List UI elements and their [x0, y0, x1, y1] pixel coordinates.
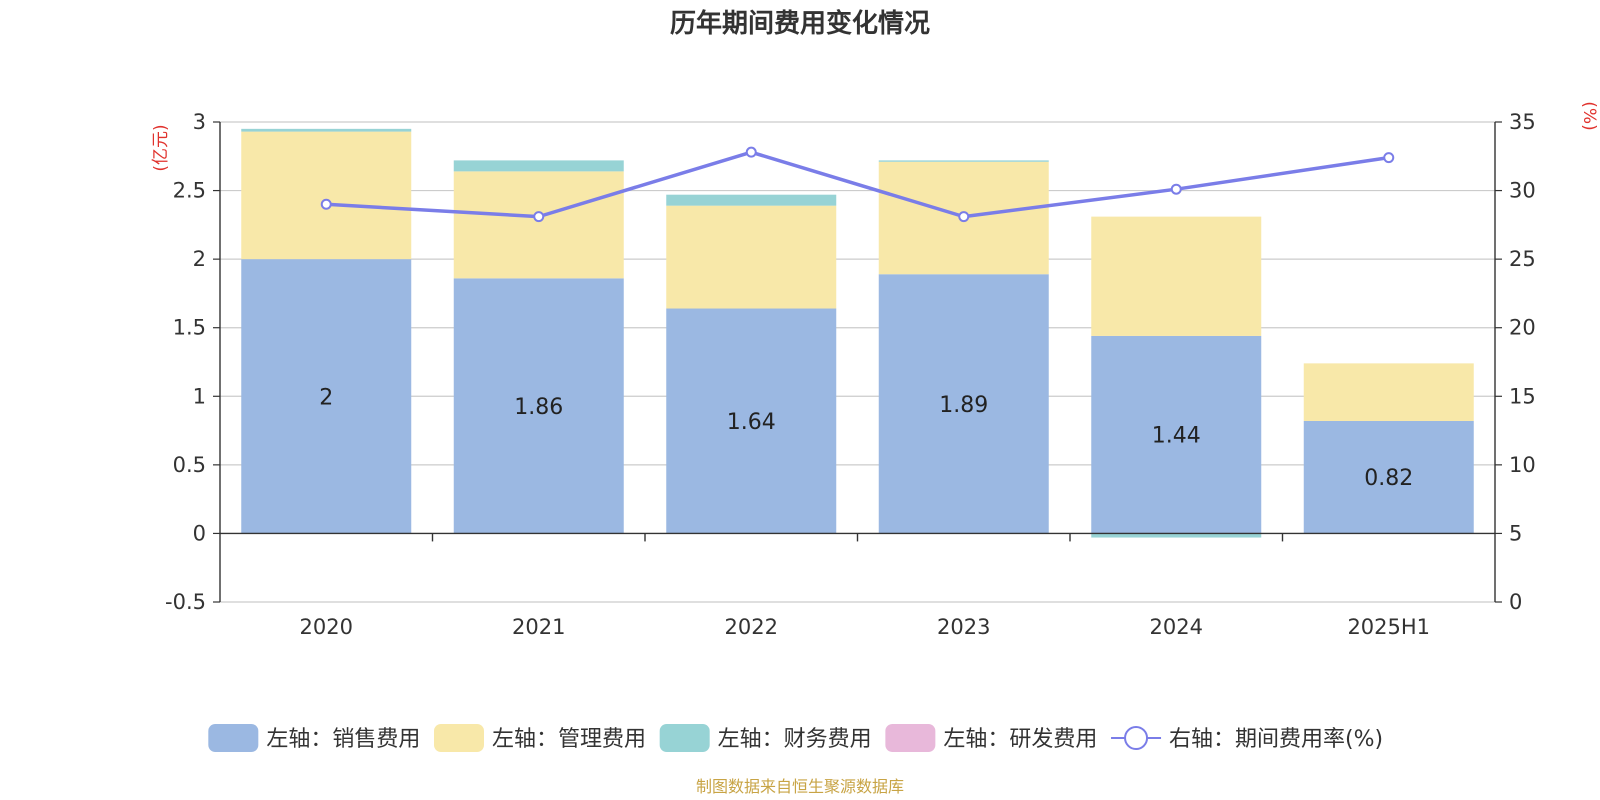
legend-label: 左轴：管理费用 — [492, 727, 646, 752]
legend-item[interactable]: 左轴：财务费用 — [659, 724, 872, 752]
bar-segment — [453, 160, 624, 172]
right-axis-tick-label: 25 — [1509, 247, 1536, 271]
right-axis-tick-label: 0 — [1509, 590, 1522, 614]
legend-item[interactable]: 右轴：期间费用率(%) — [1111, 726, 1383, 752]
left-axis-tick-label: 3 — [193, 110, 206, 134]
right-axis-unit: (%) — [1579, 101, 1599, 130]
bar-segment — [241, 128, 412, 132]
legend-label: 左轴：研发费用 — [943, 727, 1097, 752]
left-axis-tick-label: 2 — [193, 247, 206, 271]
data-label: 1.86 — [514, 395, 563, 420]
legend-label: 右轴：期间费用率(%) — [1169, 727, 1383, 752]
bar-segment — [878, 160, 1049, 162]
rate-line-point — [958, 211, 970, 223]
legend-swatch — [885, 724, 936, 752]
bar-segment — [453, 171, 624, 279]
right-axis-tick-label: 30 — [1509, 179, 1536, 203]
legend: 左轴：销售费用 左轴：管理费用 左轴：财务费用 左轴：研发费用 右轴：期间费用率(%) — [208, 724, 1383, 752]
rate-line-point — [1170, 183, 1182, 195]
left-axis-tick-label: 1.5 — [173, 316, 206, 340]
data-label: 0.82 — [1364, 466, 1413, 491]
bar-segment — [1091, 216, 1262, 336]
right-axis-tick-label: 15 — [1509, 384, 1536, 408]
x-axis-tick-label: 2022 — [725, 615, 778, 639]
bar-segment — [1091, 533, 1262, 538]
legend-item[interactable]: 左轴：销售费用 — [208, 724, 420, 752]
bar-segment — [666, 205, 837, 309]
rate-line-path — [326, 150, 1390, 219]
bar-segment — [1091, 335, 1262, 534]
data-labels: 2 1.86 1.64 1.89 1.44 0.82 — [319, 385, 1413, 491]
left-axis-tick-label: 2.5 — [173, 179, 206, 203]
bars — [241, 128, 1474, 538]
x-axis-tick-label: 2024 — [1150, 615, 1203, 639]
bar-segment — [241, 259, 412, 534]
data-label: 2 — [319, 385, 333, 410]
left-axis-unit: (亿元) — [151, 124, 171, 171]
right-axis-tick-label: 5 — [1509, 521, 1522, 545]
bar-segment — [666, 194, 837, 206]
legend-swatch — [434, 724, 484, 752]
data-label: 1.89 — [939, 393, 988, 418]
legend-item[interactable]: 左轴：研发费用 — [885, 724, 1097, 752]
data-label: 1.64 — [727, 410, 776, 435]
right-axis-tick-label: 10 — [1509, 453, 1536, 477]
chart-title: 历年期间费用变化情况 — [670, 8, 930, 39]
bar-segment — [878, 274, 1049, 534]
bar-segment — [453, 278, 624, 534]
legend-swatch — [659, 724, 710, 752]
legend-label: 左轴：财务费用 — [718, 727, 872, 752]
right-axis-tick-label: 20 — [1509, 316, 1536, 340]
legend-item[interactable]: 左轴：管理费用 — [434, 724, 646, 752]
right-axis-tick-label: 35 — [1509, 110, 1536, 134]
x-axis-tick-label: 2023 — [937, 615, 990, 639]
left-axis-tick-label: -0.5 — [165, 590, 206, 614]
x-axis-tick-label: 2021 — [512, 615, 565, 639]
bar-segment — [241, 131, 412, 260]
rate-line — [320, 146, 1395, 223]
x-axis-tick-label: 2020 — [300, 615, 353, 639]
legend-circle-icon — [1124, 726, 1149, 750]
x-axis-tick-label: 2025H1 — [1347, 615, 1430, 639]
bar-segment — [666, 308, 837, 534]
grid-lines — [220, 121, 1495, 603]
legend-swatch — [208, 724, 259, 752]
legend-label: 左轴：销售费用 — [266, 727, 420, 752]
rate-line-point — [533, 211, 545, 223]
data-label: 1.44 — [1152, 424, 1201, 449]
left-axis-tick-label: 1 — [193, 384, 206, 408]
bar-segment — [1303, 363, 1474, 421]
rate-line-point — [320, 198, 332, 210]
left-axis-tick-label: 0.5 — [173, 453, 206, 477]
source-note: 制图数据来自恒生聚源数据库 — [696, 777, 904, 796]
left-axis-tick-label: 0 — [193, 521, 206, 545]
bar-segment — [1303, 420, 1474, 534]
rate-line-point — [745, 146, 757, 158]
rate-line-point — [1383, 152, 1395, 164]
